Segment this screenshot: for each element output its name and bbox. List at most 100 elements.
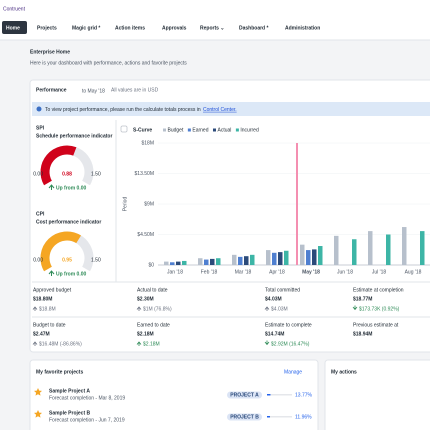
bar: [284, 250, 289, 265]
nav-item[interactable]: Approvals: [162, 25, 187, 31]
bar: [272, 252, 277, 265]
trend-icon: [32, 306, 38, 311]
metric-change: $16.48M (-86.86%): [39, 341, 82, 347]
gauge-max: 1.50: [91, 171, 101, 177]
x-tick-label: May '18: [302, 269, 320, 275]
trend-icon: [48, 184, 55, 190]
metric-value: $4.03M: [265, 296, 282, 302]
bar: [312, 249, 317, 265]
metric-value: $18.80M: [33, 296, 52, 302]
info-icon: [36, 106, 42, 112]
metric-value: $18.94M: [353, 331, 372, 337]
bar: [368, 231, 373, 265]
project-code: PROJECT A: [230, 393, 259, 399]
actions-card: [324, 359, 430, 430]
bar: [334, 235, 339, 265]
bar: [244, 256, 249, 265]
progress-track: [267, 416, 292, 418]
metric-value: $14.74M: [265, 331, 284, 337]
metric-change: $173.73K (0.92%): [359, 306, 400, 312]
favorites-title: My favorite projects: [36, 369, 83, 375]
metric-value: $2.30M: [137, 296, 154, 302]
gauge-min: 0.00: [33, 257, 43, 263]
bar: [300, 244, 305, 265]
nav-active: [2, 21, 27, 34]
metric-label: Earned to date: [137, 322, 170, 328]
page-subtitle: Here is your dashboard with performance,…: [30, 60, 187, 66]
x-tick-label: Jan '18: [167, 269, 183, 275]
project-progress: 11.96%: [295, 414, 312, 420]
project-forecast: Forecast completion - Jun 7, 2019: [49, 417, 125, 423]
project-code: PROJECT B: [230, 415, 259, 421]
manage-link[interactable]: Manage: [284, 369, 302, 375]
gauge-min: 0.00: [33, 171, 43, 177]
metric-change: $2.18M: [143, 341, 160, 347]
actions-title: My actions: [331, 369, 357, 375]
gauge-fill: [40, 145, 77, 186]
metric-value: $2.47M: [33, 331, 50, 337]
legend-label: Incurred: [240, 128, 259, 134]
x-tick-label: Mar '18: [235, 269, 252, 275]
legend-label: Earned: [192, 128, 208, 134]
bar: [176, 261, 181, 265]
nav-item[interactable]: Projects: [37, 25, 57, 31]
metric-change: $2.92M (16.47%): [271, 341, 310, 347]
gauge-max: 1.50: [91, 257, 101, 263]
gauge-value: 0.88: [62, 171, 72, 177]
banner-text: To view project performance, please run …: [45, 107, 201, 113]
project-progress: 13.77%: [295, 392, 313, 398]
bar: [352, 239, 357, 265]
trend-icon: [136, 306, 142, 311]
x-tick-label: Jun '18: [337, 269, 353, 275]
nav-item[interactable]: Reports ⌄: [200, 25, 224, 31]
chart-info: [120, 125, 128, 133]
current-period-line: [296, 143, 298, 265]
metric-label: Budget to date: [33, 322, 66, 328]
project-name[interactable]: Sample Project A: [49, 388, 90, 394]
progress-fill: [267, 394, 271, 396]
bar: [306, 250, 311, 265]
project-name[interactable]: Sample Project B: [49, 410, 91, 416]
bar: [266, 250, 271, 265]
y-tick-label: $4.50M: [137, 232, 154, 238]
nav-item[interactable]: Administration: [285, 25, 320, 31]
nav-item[interactable]: Magic grid *: [72, 25, 100, 31]
bar: [216, 258, 221, 265]
y-axis-label: Period: [122, 197, 128, 212]
y-tick-label: $0: [148, 262, 154, 268]
legend-label: Actual: [217, 128, 231, 134]
banner-link[interactable]: Control Center.: [203, 107, 237, 113]
trend-icon: [136, 341, 142, 346]
metric-value: $2.18M: [137, 331, 154, 337]
nav-item[interactable]: Dashboard *: [239, 25, 269, 31]
bar: [182, 260, 187, 265]
project-badge: [227, 413, 262, 421]
trend-icon: [264, 340, 270, 346]
bar: [278, 252, 283, 265]
gauge-description: Schedule performance indicator: [36, 133, 112, 139]
star-icon[interactable]: [34, 388, 42, 396]
gauge-description: Cost performance indicator: [36, 219, 101, 225]
project-badge: [227, 391, 262, 399]
chart-title: S-Curve: [133, 127, 152, 133]
performance-card: [29, 79, 430, 353]
y-tick-label: $13.50M: [135, 171, 154, 177]
legend-swatch: [187, 128, 191, 132]
metric-change: $18.8M: [39, 306, 56, 312]
bar: [204, 259, 209, 265]
top-bar: [0, 0, 430, 40]
bar: [170, 262, 175, 265]
bar: [210, 258, 215, 265]
info-banner: [32, 102, 430, 116]
bar: [402, 227, 407, 265]
gauge-name: CPI: [36, 211, 45, 217]
progress-track: [267, 394, 292, 396]
metric-label: Approved budget: [33, 287, 72, 293]
nav-item[interactable]: Home: [6, 25, 20, 31]
star-icon[interactable]: [34, 410, 42, 418]
bar: [164, 261, 169, 265]
bar: [232, 254, 237, 265]
nav-item[interactable]: Action items: [115, 25, 145, 31]
